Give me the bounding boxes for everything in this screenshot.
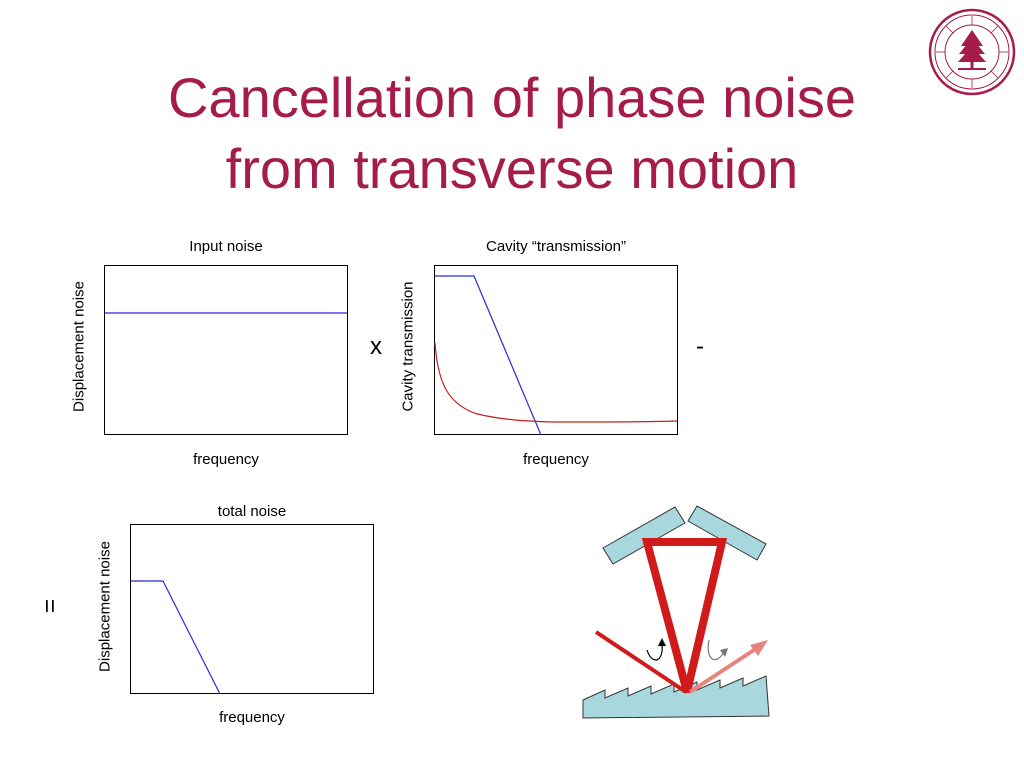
- cavity-diagram: [582, 505, 770, 719]
- transmitted-beam: [688, 644, 762, 694]
- input-xlabel: frequency: [193, 451, 259, 468]
- total-noise-trace: [131, 580, 221, 694]
- total-noise-plot: [130, 524, 374, 694]
- title-line-2: from transverse motion: [225, 137, 799, 200]
- total-panel-title: total noise: [217, 503, 287, 520]
- multiply-operator: x: [370, 333, 382, 360]
- stanford-seal-icon: [928, 8, 1016, 96]
- input-ylabel: Displacement noise: [70, 281, 88, 412]
- cavity-decay-trace: [434, 342, 678, 423]
- cavity-xlabel: frequency: [523, 451, 589, 468]
- left-curl-arrow-icon: [646, 643, 663, 661]
- input-panel-title: Input noise: [189, 238, 263, 255]
- total-xlabel: frequency: [219, 709, 285, 726]
- right-curl-arrow-icon: [707, 639, 725, 661]
- title-line-1: Cancellation of phase noise: [167, 66, 857, 129]
- equals-operator: =: [36, 598, 64, 614]
- cavity-ylabel: Cavity transmission: [399, 281, 417, 412]
- cavity-triangle: [641, 538, 728, 694]
- input-noise-plot: [104, 265, 348, 435]
- left-mirror: [602, 506, 686, 565]
- slide-title: Cancellation of phase noise from transve…: [60, 62, 964, 204]
- cavity-lowpass-trace: [435, 275, 542, 435]
- total-ylabel: Displacement noise: [96, 541, 114, 672]
- transmitted-arrowhead: [750, 640, 768, 656]
- right-mirror: [687, 505, 767, 561]
- cavity-panel-title: Cavity “transmission”: [485, 238, 627, 255]
- incident-beam: [594, 630, 688, 694]
- cavity-transmission-plot: [434, 265, 678, 435]
- grating: [582, 675, 770, 719]
- minus-operator: -: [696, 333, 704, 360]
